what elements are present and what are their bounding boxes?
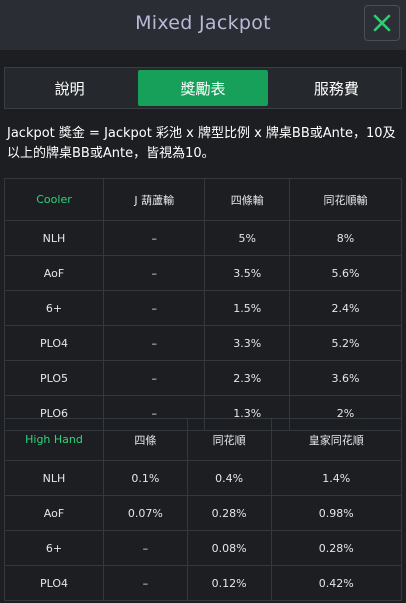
table-cell: AoF: [4, 255, 104, 291]
table-row: PLO5 – 2.3% 3.6%: [4, 360, 402, 396]
table-row: NLH – 5% 8%: [4, 220, 402, 256]
table-cell: PLO4: [4, 325, 104, 361]
table-cell: NLH: [4, 220, 104, 256]
table-cell: 0.28%: [270, 530, 402, 566]
table-cell: 0.4%: [186, 460, 272, 496]
cooler-table: Cooler J 葫蘆輸 四條輸 同花順輸 NLH – 5% 8% AoF – …: [4, 178, 402, 431]
table-header-row: Cooler J 葫蘆輸 四條輸 同花順輸: [4, 178, 402, 221]
table-cell: 5.6%: [289, 255, 402, 291]
page-title: Mixed Jackpot: [135, 12, 271, 34]
table-cell: –: [102, 255, 206, 291]
tab-service-fee[interactable]: 服務費: [313, 79, 359, 98]
table-cell: AoF: [4, 495, 104, 531]
table-row: AoF – 3.5% 5.6%: [4, 255, 402, 291]
table-row: 6+ – 0.08% 0.28%: [4, 530, 402, 566]
table-row: PLO4 – 0.12% 0.42%: [4, 565, 402, 601]
table-header-cell: High Hand: [4, 418, 104, 461]
table-cell: 0.98%: [270, 495, 402, 531]
tab-bar: 說明 獎勵表 服務費: [4, 67, 402, 109]
table-cell: 3.6%: [289, 360, 402, 396]
table-row: 6+ – 1.5% 2.4%: [4, 290, 402, 326]
table-cell: NLH: [4, 460, 104, 496]
table-cell: –: [102, 290, 206, 326]
table-cell: 0.12%: [186, 565, 272, 601]
table-cell: 0.1%: [103, 460, 188, 496]
table-cell: –: [102, 220, 206, 256]
table-cell: 2.3%: [204, 360, 291, 396]
table-cell: 0.07%: [103, 495, 188, 531]
table-cell: 8%: [289, 220, 402, 256]
table-cell: –: [102, 325, 206, 361]
table-header-cell: 同花順輸: [289, 178, 402, 221]
close-button[interactable]: [364, 5, 400, 41]
table-header-cell: 四條: [103, 418, 188, 461]
table-cell: 6+: [4, 290, 104, 326]
table-header-cell: J 葫蘆輸: [102, 178, 206, 221]
table-header-cell: 同花順: [186, 418, 272, 461]
table-cell: 0.08%: [186, 530, 272, 566]
table-cell: 1.4%: [270, 460, 402, 496]
table-header-cell: 皇家同花順: [270, 418, 402, 461]
table-row: PLO4 – 3.3% 5.2%: [4, 325, 402, 361]
table-cell: 5.2%: [289, 325, 402, 361]
table-cell: –: [103, 530, 188, 566]
table-cell: 6+: [4, 530, 104, 566]
tab-rewards[interactable]: 獎勵表: [138, 70, 268, 106]
table-cell: 3.3%: [204, 325, 291, 361]
table-row: NLH 0.1% 0.4% 1.4%: [4, 460, 402, 496]
table-cell: 1.5%: [204, 290, 291, 326]
table-cell: 5%: [204, 220, 291, 256]
jackpot-description: Jackpot 獎金 = Jackpot 彩池 x 牌型比例 x 牌桌BB或An…: [7, 126, 396, 161]
table-cell: 3.5%: [204, 255, 291, 291]
table-header-cell: Cooler: [4, 178, 104, 221]
table-cell: –: [103, 565, 188, 601]
table-cell: –: [102, 360, 206, 396]
table-cell: 2.4%: [289, 290, 402, 326]
close-icon: [373, 14, 391, 32]
high-hand-table: High Hand 四條 同花順 皇家同花順 NLH 0.1% 0.4% 1.4…: [4, 418, 402, 601]
table-header-cell: 四條輸: [204, 178, 291, 221]
table-row: AoF 0.07% 0.28% 0.98%: [4, 495, 402, 531]
table-cell: PLO4: [4, 565, 104, 601]
table-cell: PLO5: [4, 360, 104, 396]
header-bar: Mixed Jackpot: [0, 0, 406, 50]
table-cell: 0.28%: [186, 495, 272, 531]
table-header-row: High Hand 四條 同花順 皇家同花順: [4, 418, 402, 461]
table-cell: 0.42%: [270, 565, 402, 601]
tab-description[interactable]: 說明: [54, 79, 85, 98]
